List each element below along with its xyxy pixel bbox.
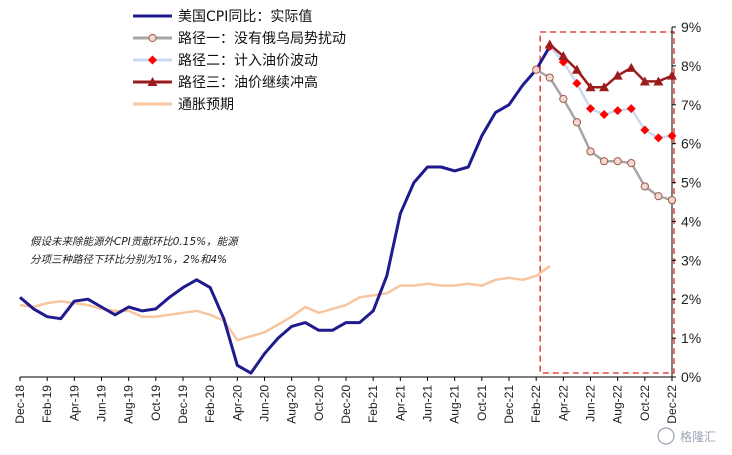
data-point-diamond: [586, 104, 595, 114]
y-tick-label: 0%: [681, 369, 701, 385]
data-point-circle: [640, 182, 649, 191]
y-tick-label: 1%: [681, 330, 701, 346]
series-2: [532, 65, 677, 205]
x-tick-label: Apr-20: [230, 385, 244, 421]
x-tick-label: Dec-20: [339, 385, 353, 424]
data-point-diamond: [626, 104, 636, 114]
annotation-line-1: 假设未来除能源外CPI贡献环比0.15%，能源: [30, 236, 240, 248]
legend-label: 路径二：计入油价波动: [178, 53, 318, 69]
x-tick-label: Aug-19: [122, 385, 136, 424]
watermark-text: 格隆汇: [680, 429, 716, 444]
x-tick-label: Jun-21: [421, 385, 435, 422]
x-tick-label: Dec-18: [13, 385, 27, 424]
y-tick-label: 7%: [681, 97, 701, 113]
data-point-triangle: [544, 39, 555, 49]
x-tick-label: Aug-20: [285, 385, 299, 424]
y-tick-label: 5%: [681, 175, 701, 191]
data-point-diamond: [653, 133, 663, 143]
data-point-circle: [545, 73, 554, 82]
data-point-circle: [654, 192, 663, 201]
x-tick-label: Apr-19: [67, 385, 81, 421]
x-tick-label: Jun-20: [258, 385, 272, 422]
data-point-triangle: [571, 64, 582, 74]
x-tick-label: Dec-19: [176, 385, 190, 424]
watermark-logo-icon: [657, 427, 675, 445]
data-point-circle: [599, 157, 609, 166]
series-1: [19, 45, 552, 375]
series-5: [19, 265, 551, 342]
annotation-line-2: 分项三种路径下环比分别为1%，2%和4%: [30, 254, 227, 266]
data-point-triangle: [639, 76, 650, 86]
x-tick-label: Oct-19: [149, 385, 163, 421]
x-tick-label: Jun-19: [95, 385, 109, 422]
x-tick-label: Feb-21: [366, 385, 380, 423]
annotation-note: 假设未来除能源外CPI贡献环比0.15%，能源 分项三种路径下环比分别为1%，2…: [30, 236, 240, 266]
data-point-circle: [532, 65, 541, 74]
series-line: [548, 45, 673, 140]
data-point-triangle: [667, 70, 677, 80]
data-point-triangle: [653, 76, 664, 86]
data-point-diamond: [148, 55, 157, 65]
x-tick-label: Feb-20: [203, 385, 217, 423]
y-tick-label: 4%: [681, 213, 701, 229]
data-point-diamond: [572, 78, 582, 88]
x-tick-label: Oct-22: [638, 385, 652, 421]
x-tick-label: Feb-22: [529, 385, 543, 423]
data-point-circle: [559, 94, 568, 104]
x-tick-label: Dec-21: [502, 385, 516, 424]
y-tick-label: 8%: [681, 58, 701, 74]
data-point-triangle: [558, 51, 569, 61]
data-point-diamond: [667, 131, 677, 141]
data-point-diamond: [613, 106, 623, 116]
watermark: 格隆汇: [657, 427, 716, 445]
x-tick-label: Jun-22: [584, 385, 598, 422]
data-point-triangle: [599, 82, 610, 92]
x-tick-label: Aug-22: [611, 385, 625, 424]
data-point-triangle: [147, 77, 158, 86]
y-tick-label: 3%: [681, 252, 701, 268]
data-point-circle: [572, 118, 582, 127]
y-tick-label: 6%: [681, 136, 701, 152]
data-point-triangle: [612, 70, 623, 80]
legend: 美国CPI同比：实际值路径一：没有俄乌局势扰动路径二：计入油价波动路径三：油价继…: [133, 9, 346, 113]
data-point-circle: [667, 195, 677, 205]
data-point-circle: [586, 147, 595, 156]
x-tick-label: Feb-19: [40, 385, 54, 423]
legend-label: 路径三：油价继续冲高: [178, 74, 318, 91]
y-tick-label: 2%: [681, 291, 701, 307]
data-point-circle: [148, 33, 157, 43]
x-tick-label: Aug-21: [448, 385, 462, 424]
series-line: [548, 43, 673, 89]
series-line: [19, 45, 552, 375]
y-tick-label: 9%: [681, 19, 701, 35]
x-tick-label: Oct-21: [475, 385, 489, 421]
series-3: [545, 41, 677, 143]
data-point-diamond: [640, 125, 650, 135]
data-point-circle: [613, 157, 622, 166]
x-tick-label: Dec-22: [665, 385, 679, 424]
data-point-triangle: [626, 62, 637, 72]
legend-label: 路径一：没有俄乌局势扰动: [178, 31, 346, 47]
data-point-triangle: [585, 82, 596, 92]
x-tick-label: Oct-20: [312, 385, 326, 421]
series-4: [544, 39, 677, 92]
legend-label: 通胀预期: [178, 97, 234, 113]
x-tick-label: Apr-22: [556, 385, 570, 421]
x-tick-label: Apr-21: [393, 385, 407, 421]
data-point-circle: [627, 159, 636, 168]
series-line: [19, 265, 551, 342]
data-point-diamond: [599, 110, 609, 119]
legend-label: 美国CPI同比：实际值: [178, 9, 312, 25]
